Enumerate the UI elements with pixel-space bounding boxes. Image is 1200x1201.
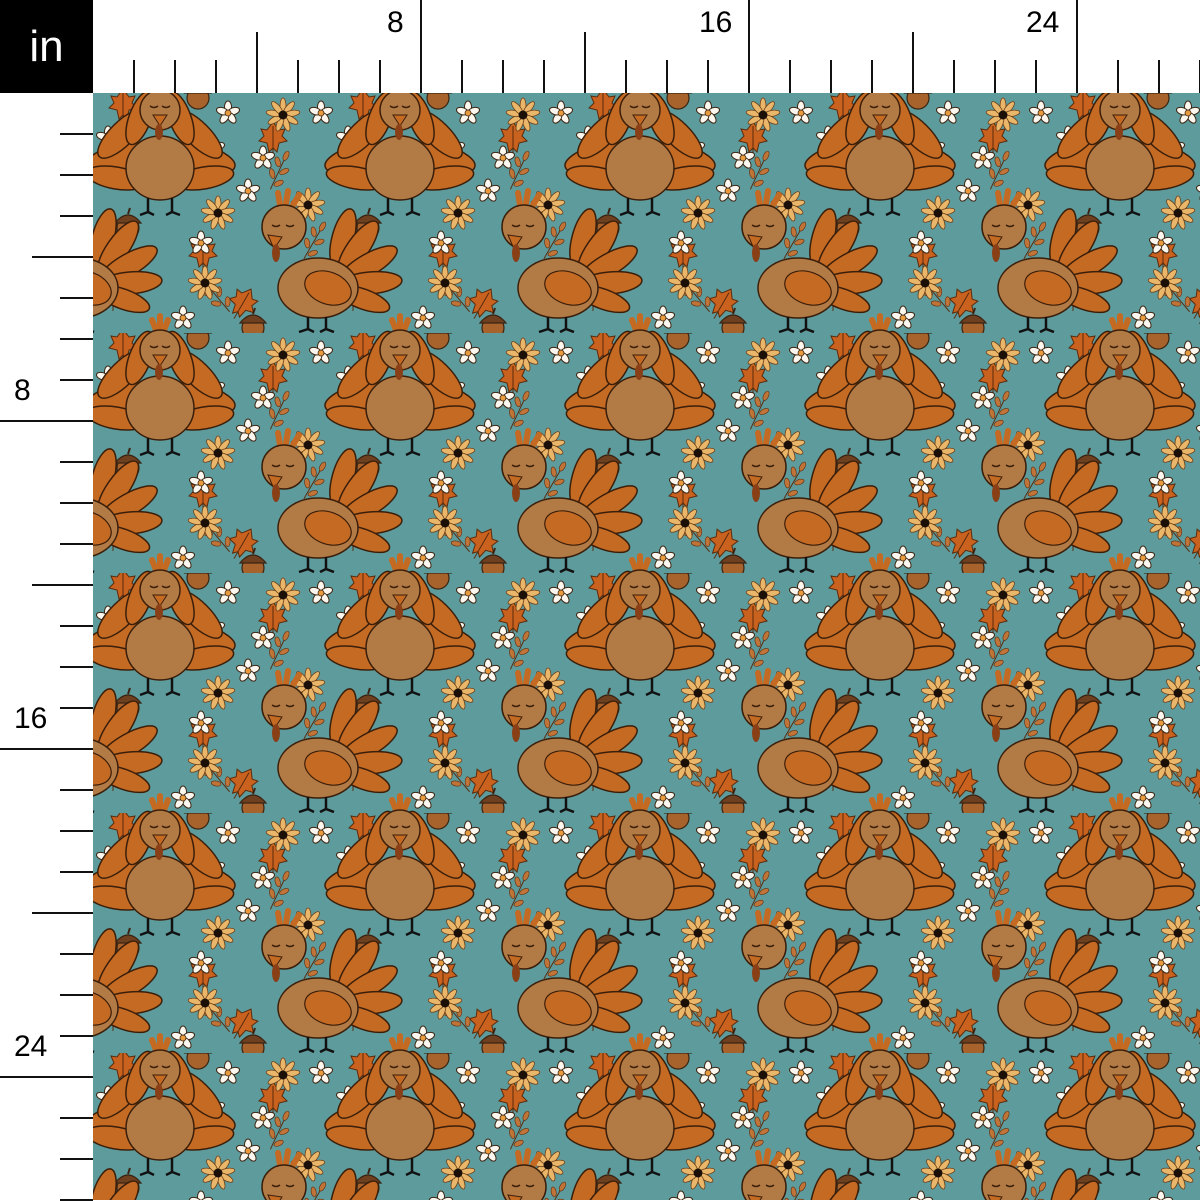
ruler-tick: [256, 32, 258, 93]
ruler-tick: [707, 60, 709, 93]
ruler-tick: [32, 584, 93, 586]
ruler-tick: [1117, 60, 1119, 93]
ruler-tick: [0, 748, 93, 750]
ruler-left-label-24: 24: [14, 1030, 48, 1063]
ruler-tick: [60, 297, 93, 299]
ruler-top-label-16: 16: [699, 6, 733, 39]
ruler-tick: [502, 60, 504, 93]
ruler-tick: [297, 60, 299, 93]
ruler-tick: [60, 174, 93, 176]
ruler-tick: [1158, 60, 1160, 93]
ruler-tick: [60, 1035, 93, 1037]
ruler-tick: [60, 1158, 93, 1160]
ruler-tick: [543, 60, 545, 93]
ruler-tick: [625, 60, 627, 93]
ruler-tick: [60, 502, 93, 504]
ruler-tick: [994, 60, 996, 93]
ruler-tick: [461, 60, 463, 93]
ruler-tick: [60, 994, 93, 996]
ruler-tick: [666, 60, 668, 93]
ruler-tick: [60, 379, 93, 381]
fabric-pattern: [93, 93, 1200, 1200]
ruler-left-label-8: 8: [14, 374, 31, 407]
ruler-tick: [60, 1117, 93, 1119]
ruler-tick: [60, 625, 93, 627]
ruler-tick: [60, 871, 93, 873]
ruler-tick: [60, 707, 93, 709]
ruler-tick: [60, 133, 93, 135]
ruler-tick: [830, 60, 832, 93]
ruler-tick: [60, 543, 93, 545]
ruler-tick: [379, 60, 381, 93]
ruler-top: 8 16 24: [93, 0, 1200, 93]
ruler-tick: [584, 32, 586, 93]
ruler-tick: [60, 666, 93, 668]
turkey-pattern: [93, 93, 1200, 1200]
ruler-tick: [32, 256, 93, 258]
ruler-tick: [0, 420, 93, 422]
ruler-tick: [0, 1076, 93, 1078]
ruler-tick: [420, 0, 422, 93]
ruler-tick: [60, 953, 93, 955]
ruler-tick: [338, 60, 340, 93]
ruler-tick: [912, 32, 914, 93]
ruler-tick: [133, 60, 135, 93]
ruler-left: 8 16 24: [0, 93, 93, 1201]
unit-label: in: [0, 0, 93, 93]
ruler-tick: [748, 0, 750, 93]
ruler-top-label-8: 8: [387, 6, 404, 39]
ruler-tick: [1076, 0, 1078, 93]
ruler-tick: [789, 60, 791, 93]
ruler-tick: [60, 461, 93, 463]
ruler-left-label-16: 16: [14, 702, 48, 735]
ruler-tick: [60, 789, 93, 791]
ruler-tick: [215, 60, 217, 93]
ruler-tick: [60, 215, 93, 217]
ruler-tick: [871, 60, 873, 93]
ruler-tick: [32, 912, 93, 914]
ruler-tick: [60, 338, 93, 340]
ruler-tick: [174, 60, 176, 93]
ruler-tick: [953, 60, 955, 93]
ruler-tick: [1035, 60, 1037, 93]
ruler-top-label-24: 24: [1026, 6, 1060, 39]
ruler-tick: [60, 830, 93, 832]
